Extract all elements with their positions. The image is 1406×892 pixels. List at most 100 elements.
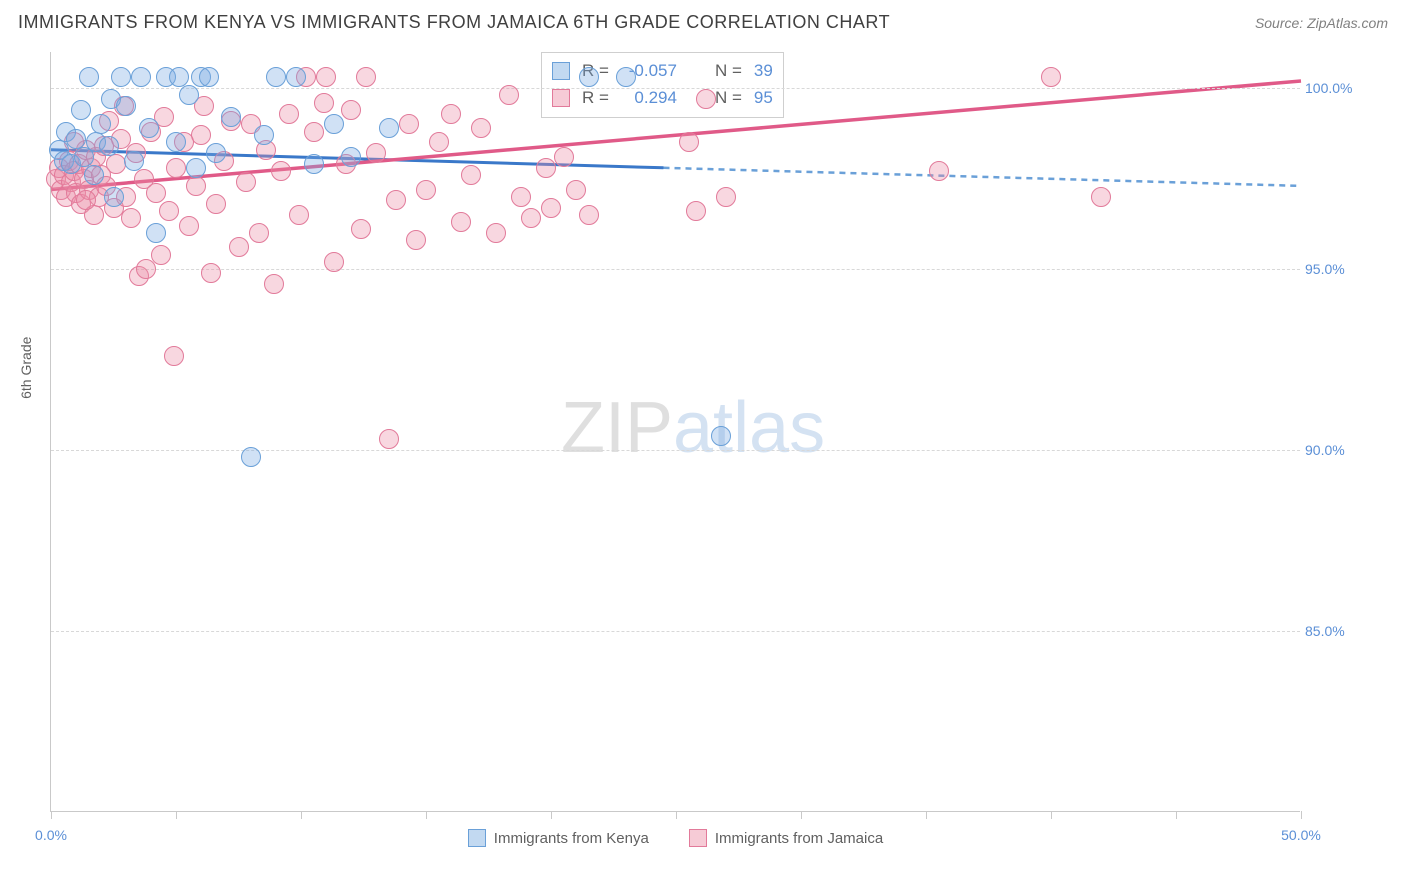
data-point-kenya bbox=[166, 132, 186, 152]
data-point-jamaica bbox=[696, 89, 716, 109]
title-row: IMMIGRANTS FROM KENYA VS IMMIGRANTS FROM… bbox=[18, 12, 1388, 33]
data-point-jamaica bbox=[164, 346, 184, 366]
y-axis-label: 6th Grade bbox=[18, 337, 34, 399]
data-point-kenya bbox=[286, 67, 306, 87]
x-tick-label: 50.0% bbox=[1281, 827, 1321, 843]
data-point-jamaica bbox=[271, 161, 291, 181]
y-tick-label: 95.0% bbox=[1305, 261, 1360, 277]
x-tick bbox=[551, 811, 552, 819]
trend-lines bbox=[51, 52, 1301, 812]
data-point-kenya bbox=[179, 85, 199, 105]
data-point-kenya bbox=[79, 67, 99, 87]
data-point-jamaica bbox=[521, 208, 541, 228]
legend: Immigrants from Kenya Immigrants from Jam… bbox=[51, 829, 1300, 847]
data-point-jamaica bbox=[191, 125, 211, 145]
data-point-jamaica bbox=[249, 223, 269, 243]
x-tick bbox=[426, 811, 427, 819]
legend-item-jamaica: Immigrants from Jamaica bbox=[689, 829, 883, 847]
stats-n-label: N = bbox=[715, 57, 742, 84]
data-point-jamaica bbox=[536, 158, 556, 178]
data-point-jamaica bbox=[366, 143, 386, 163]
data-point-kenya bbox=[186, 158, 206, 178]
stats-n-value: 39 bbox=[754, 57, 773, 84]
data-point-jamaica bbox=[146, 183, 166, 203]
data-point-jamaica bbox=[451, 212, 471, 232]
data-point-kenya bbox=[266, 67, 286, 87]
data-point-jamaica bbox=[324, 252, 344, 272]
data-point-jamaica bbox=[304, 122, 324, 142]
gridline bbox=[51, 88, 1300, 89]
data-point-kenya bbox=[124, 151, 144, 171]
chart-title: IMMIGRANTS FROM KENYA VS IMMIGRANTS FROM… bbox=[18, 12, 890, 33]
legend-swatch-kenya bbox=[468, 829, 486, 847]
data-point-jamaica bbox=[486, 223, 506, 243]
x-tick bbox=[301, 811, 302, 819]
x-tick bbox=[801, 811, 802, 819]
data-point-jamaica bbox=[929, 161, 949, 181]
data-point-jamaica bbox=[686, 201, 706, 221]
data-point-jamaica bbox=[386, 190, 406, 210]
data-point-jamaica bbox=[679, 132, 699, 152]
data-point-jamaica bbox=[1091, 187, 1111, 207]
data-point-jamaica bbox=[279, 104, 299, 124]
data-point-jamaica bbox=[166, 158, 186, 178]
data-point-jamaica bbox=[236, 172, 256, 192]
legend-item-kenya: Immigrants from Kenya bbox=[468, 829, 649, 847]
stats-swatch-kenya bbox=[552, 62, 570, 80]
source-label: Source: ZipAtlas.com bbox=[1255, 15, 1388, 31]
data-point-jamaica bbox=[356, 67, 376, 87]
data-point-kenya bbox=[379, 118, 399, 138]
data-point-kenya bbox=[111, 67, 131, 87]
data-point-jamaica bbox=[341, 100, 361, 120]
data-point-jamaica bbox=[566, 180, 586, 200]
data-point-kenya bbox=[199, 67, 219, 87]
data-point-jamaica bbox=[399, 114, 419, 134]
data-point-kenya bbox=[131, 67, 151, 87]
data-point-jamaica bbox=[201, 263, 221, 283]
data-point-kenya bbox=[116, 96, 136, 116]
data-point-kenya bbox=[84, 165, 104, 185]
data-point-kenya bbox=[711, 426, 731, 446]
data-point-jamaica bbox=[461, 165, 481, 185]
data-point-jamaica bbox=[206, 194, 226, 214]
data-point-jamaica bbox=[151, 245, 171, 265]
data-point-jamaica bbox=[1041, 67, 1061, 87]
data-point-jamaica bbox=[499, 85, 519, 105]
data-point-kenya bbox=[579, 67, 599, 87]
data-point-jamaica bbox=[541, 198, 561, 218]
gridline bbox=[51, 269, 1300, 270]
data-point-jamaica bbox=[579, 205, 599, 225]
x-tick bbox=[1051, 811, 1052, 819]
y-tick-label: 90.0% bbox=[1305, 442, 1360, 458]
watermark: ZIPatlas bbox=[561, 387, 825, 469]
data-point-kenya bbox=[304, 154, 324, 174]
scatter-plot: ZIPatlas R = -0.057N = 39R = 0.294N = 95… bbox=[50, 52, 1300, 812]
stats-box: R = -0.057N = 39R = 0.294N = 95 bbox=[541, 52, 784, 118]
data-point-jamaica bbox=[406, 230, 426, 250]
data-point-jamaica bbox=[554, 147, 574, 167]
data-point-jamaica bbox=[186, 176, 206, 196]
data-point-kenya bbox=[206, 143, 226, 163]
x-tick bbox=[1176, 811, 1177, 819]
data-point-jamaica bbox=[121, 208, 141, 228]
data-point-jamaica bbox=[716, 187, 736, 207]
x-tick bbox=[51, 811, 52, 819]
data-point-kenya bbox=[71, 100, 91, 120]
data-point-kenya bbox=[104, 187, 124, 207]
data-point-jamaica bbox=[351, 219, 371, 239]
stats-swatch-jamaica bbox=[552, 89, 570, 107]
data-point-kenya bbox=[616, 67, 636, 87]
data-point-kenya bbox=[241, 447, 261, 467]
legend-label: Immigrants from Kenya bbox=[494, 830, 649, 847]
data-point-jamaica bbox=[471, 118, 491, 138]
gridline bbox=[51, 450, 1300, 451]
trendline-kenya-extrapolated bbox=[664, 168, 1302, 186]
gridline bbox=[51, 631, 1300, 632]
data-point-kenya bbox=[146, 223, 166, 243]
data-point-jamaica bbox=[511, 187, 531, 207]
data-point-jamaica bbox=[179, 216, 199, 236]
data-point-jamaica bbox=[429, 132, 449, 152]
y-tick-label: 85.0% bbox=[1305, 623, 1360, 639]
data-point-jamaica bbox=[316, 67, 336, 87]
data-point-jamaica bbox=[441, 104, 461, 124]
